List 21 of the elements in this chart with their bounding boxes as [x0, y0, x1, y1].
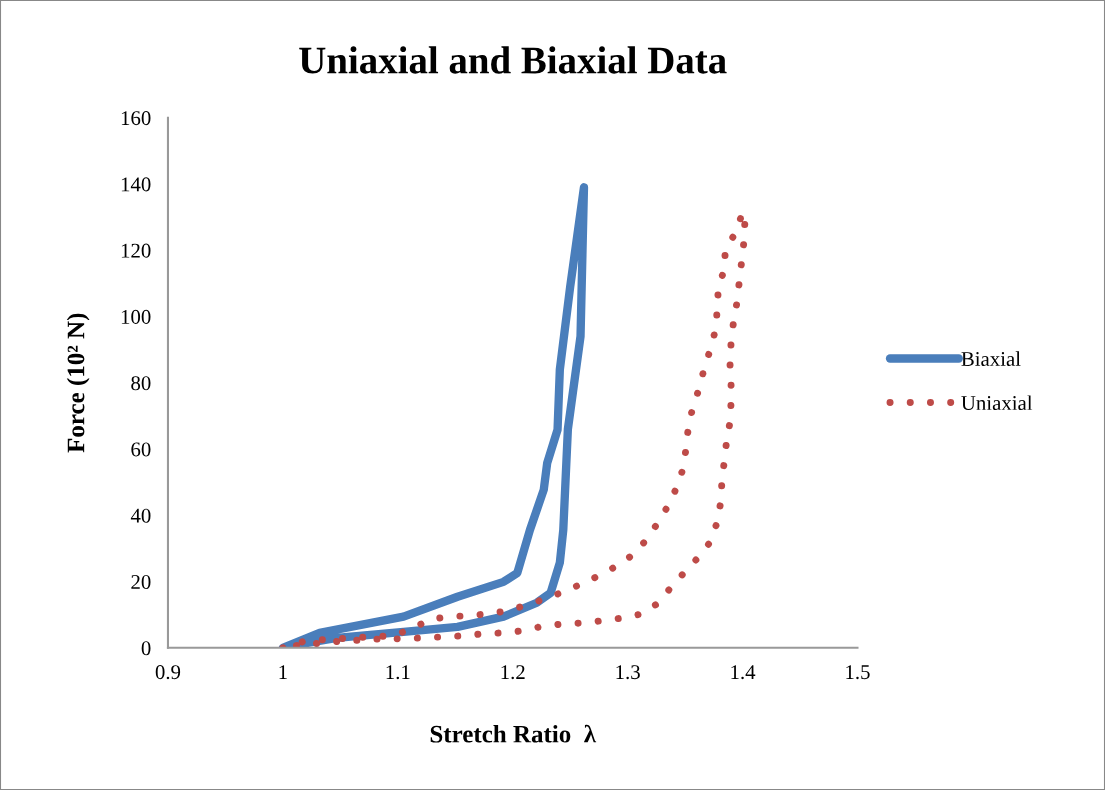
- y-axis-title: Force (10² N): [66, 313, 90, 453]
- legend-label: Uniaxial: [961, 395, 1033, 411]
- x-tick-label: 1.2: [501, 665, 525, 680]
- y-tick-label: 140: [121, 177, 151, 192]
- y-tick-label: 20: [131, 574, 151, 589]
- y-tick-label: 60: [131, 442, 151, 457]
- x-tick-label: 0.9: [155, 665, 181, 680]
- y-tick-label: 160: [121, 111, 151, 126]
- x-tick-label: 1.5: [846, 665, 870, 680]
- x-tick-label: 1: [279, 665, 287, 679]
- y-tick-label: 0: [141, 641, 151, 656]
- chart-title: Uniaxial and Biaxial Data: [299, 46, 727, 74]
- y-tick-label: 120: [121, 243, 151, 258]
- x-axis-title: Stretch Ratio λ: [430, 724, 597, 743]
- y-tick-label: 100: [121, 309, 151, 324]
- x-tick-label: 1.1: [386, 665, 410, 680]
- y-tick-label: 40: [130, 508, 151, 523]
- x-tick-label: 1.3: [616, 665, 640, 680]
- legend-label: Biaxial: [961, 351, 1021, 367]
- y-tick-label: 80: [131, 376, 151, 391]
- x-tick-label: 1.4: [731, 665, 756, 680]
